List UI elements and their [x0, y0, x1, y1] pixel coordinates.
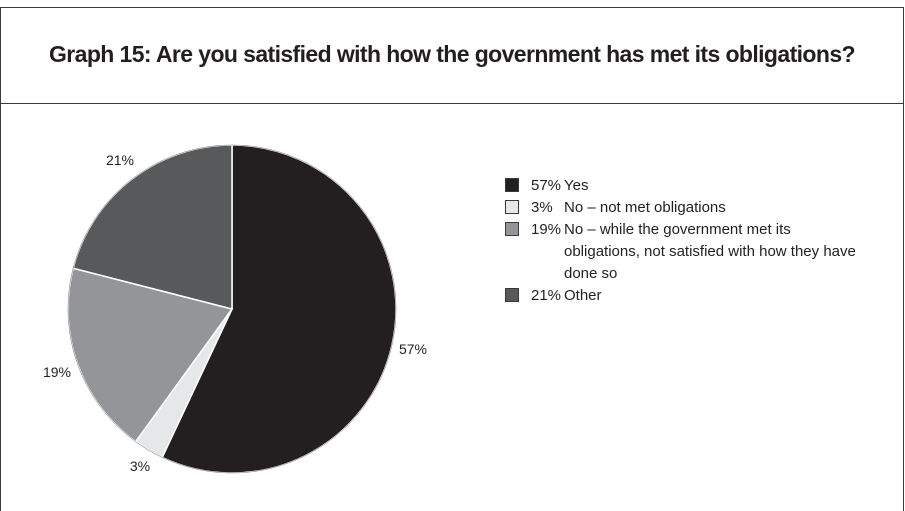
chart-title: Graph 15: Are you satisfied with how the… [49, 41, 856, 67]
legend-percent: 21% [531, 287, 562, 304]
legend-percent: 57% [531, 177, 562, 194]
legend-item: 21% Other [505, 285, 865, 307]
legend-label: Other [564, 287, 602, 304]
legend-percent: 19% [531, 221, 562, 238]
legend-swatch [505, 178, 519, 192]
legend-item: 57% Yes [505, 175, 865, 197]
pie-outline [67, 144, 397, 474]
slice-label-4: 21% [106, 152, 134, 168]
legend-label: Yes [564, 177, 589, 194]
chart-frame: Graph 15: Are you satisfied with how the… [0, 7, 904, 511]
legend-swatch [505, 288, 519, 302]
legend-swatch [505, 222, 519, 236]
slice-label-3: 19% [43, 364, 71, 380]
title-band: Graph 15: Are you satisfied with how the… [1, 8, 903, 104]
legend-label: No – while the government met its obliga… [564, 221, 856, 282]
legend-percent: 3% [531, 199, 553, 216]
legend-item: 19% No – while the government met its obl… [505, 219, 865, 285]
legend-item: 3% No – not met obligations [505, 197, 865, 219]
slice-label-1: 57% [399, 341, 427, 357]
legend-swatch [505, 200, 519, 214]
slice-label-2: 3% [130, 458, 150, 474]
legend-label: No – not met obligations [564, 199, 726, 216]
legend: 57% Yes 3% No – not met obligations 19% No – … [505, 175, 865, 307]
